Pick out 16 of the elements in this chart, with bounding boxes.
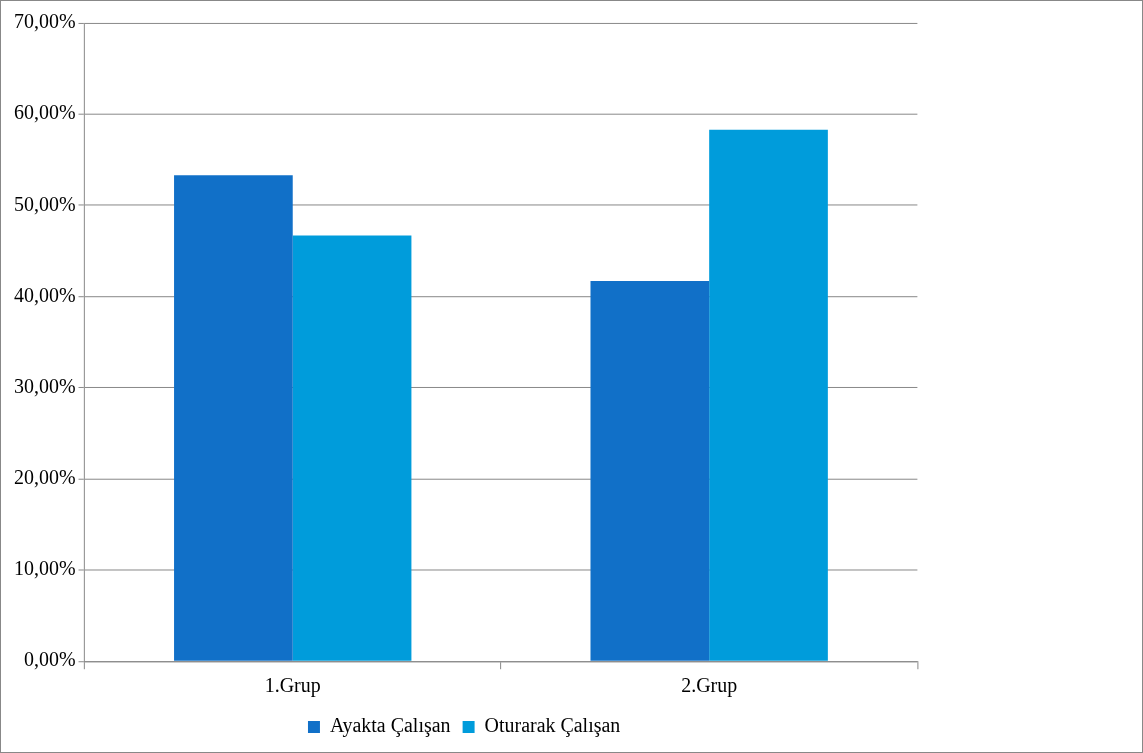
y-tick-label: 50,00% [14, 192, 76, 215]
y-tick-label: 10,00% [14, 557, 76, 580]
y-tick-label: 20,00% [14, 466, 76, 489]
y-tick-label: 70,00% [14, 10, 76, 33]
x-tick-label: 1.Grup [264, 674, 321, 698]
bar [590, 281, 710, 661]
legend-label: Ayakta Çalışan [329, 714, 451, 738]
bar [292, 235, 412, 661]
bar [174, 175, 293, 661]
legend-label: Oturarak Çalışan [484, 714, 621, 738]
bar [709, 129, 828, 661]
x-tick-label: 2.Grup [681, 674, 738, 698]
y-tick-label: 60,00% [14, 101, 76, 124]
y-tick-label: 30,00% [14, 374, 76, 397]
y-tick-label: 0,00% [24, 648, 76, 671]
y-tick-label: 40,00% [14, 283, 76, 306]
